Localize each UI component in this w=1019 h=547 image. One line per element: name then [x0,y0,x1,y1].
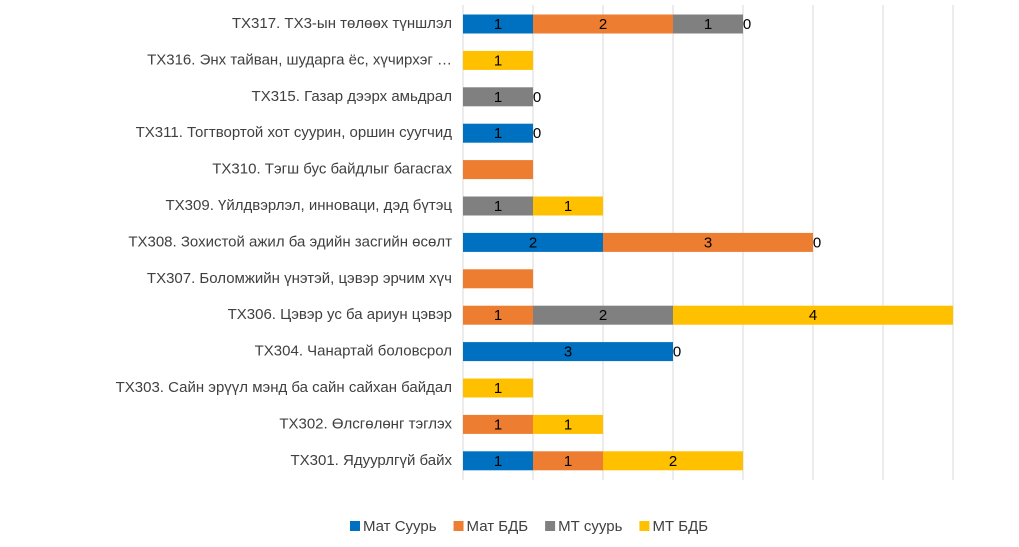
data-label: 2 [599,307,607,324]
data-label: 1 [564,453,572,470]
category-label: ТХ307. Боломжийн үнэтэй, цэвэр эрчим хүч [147,270,452,287]
category-label: ТХ310. Тэгш бус байдлыг багасгах [212,161,452,178]
category-label: ТХ317. ТХ3-ын төлөөх түншлэл [232,15,452,32]
bar-segment [603,451,743,471]
bar-segment [463,414,533,434]
data-label: 1 [494,453,502,470]
data-label: 1 [494,16,502,33]
legend-swatch [453,521,464,531]
bar-segment [463,232,603,252]
data-label: 1 [494,89,502,106]
legend-swatch [545,521,556,531]
bar-segment [463,160,533,180]
data-label: 1 [704,16,712,33]
category-label: ТХ303. Сайн эрүүл мэнд ба сайн сайхан ба… [116,379,452,396]
data-label: 4 [809,307,817,324]
legend-label: Мат Суурь [363,518,437,535]
data-label: 0 [673,344,681,361]
bar-segment [463,378,533,398]
category-label: ТХ309. Үйлдвэрлэл, инноваци, дэд бүтэц [166,197,453,214]
data-label: 0 [533,89,541,106]
category-label: ТХ302. Өлсгөлөнг тэглэх [279,415,452,432]
data-label: 1 [494,125,502,142]
data-label: 2 [669,453,677,470]
data-label: 1 [494,198,502,215]
data-label: 0 [813,234,821,251]
data-label: 0 [743,16,751,33]
category-label: ТХ311. Тогтвортой хот суурин, оршин сууг… [136,124,453,141]
bar-segment [463,14,533,34]
bar-segment [533,14,673,34]
legend-label: МТ суурь [558,518,622,535]
category-label: ТХ315. Газар дээрх амьдрал [252,88,452,105]
legend-label: Мат БДБ [467,518,529,535]
data-label: 3 [564,344,572,361]
bar-segment [463,451,533,471]
data-label: 0 [533,125,541,142]
bar-segment [533,414,603,434]
bar-segment [673,14,743,34]
data-label: 1 [564,198,572,215]
category-label: ТХ316. Энх тайван, шударга ёс, хүчирхэг … [147,51,452,68]
legend-swatch [639,521,650,531]
bar-segment [463,87,533,107]
bar-segment [603,232,813,252]
bar-segment [463,50,533,70]
bar-segment [533,196,603,216]
bar-segment [463,269,533,289]
bar-segment [533,451,603,471]
bar-segment [463,196,533,216]
data-label: 1 [494,416,502,433]
data-label: 1 [564,416,572,433]
category-label: ТХ308. Зохистой ажил ба эдийн засгийн өс… [128,233,452,250]
bar-segment [463,305,533,325]
category-label: ТХ306. Цэвэр ус ба ариун цэвэр [228,306,452,323]
bar-segment [463,123,533,143]
bar-segment [673,305,953,325]
data-label: 2 [599,16,607,33]
data-label: 2 [529,234,537,251]
data-label: 3 [704,234,712,251]
data-label: 1 [494,52,502,69]
category-label: ТХ301. Ядуурлгүй байх [290,452,452,469]
legend-swatch [350,521,360,531]
data-label: 1 [494,380,502,397]
bar-segment [463,342,673,362]
category-label: ТХ304. Чанартай боловсрол [255,343,452,360]
bar-segment [533,305,673,325]
legend-label: МТ БДБ [652,518,708,535]
data-label: 1 [494,307,502,324]
